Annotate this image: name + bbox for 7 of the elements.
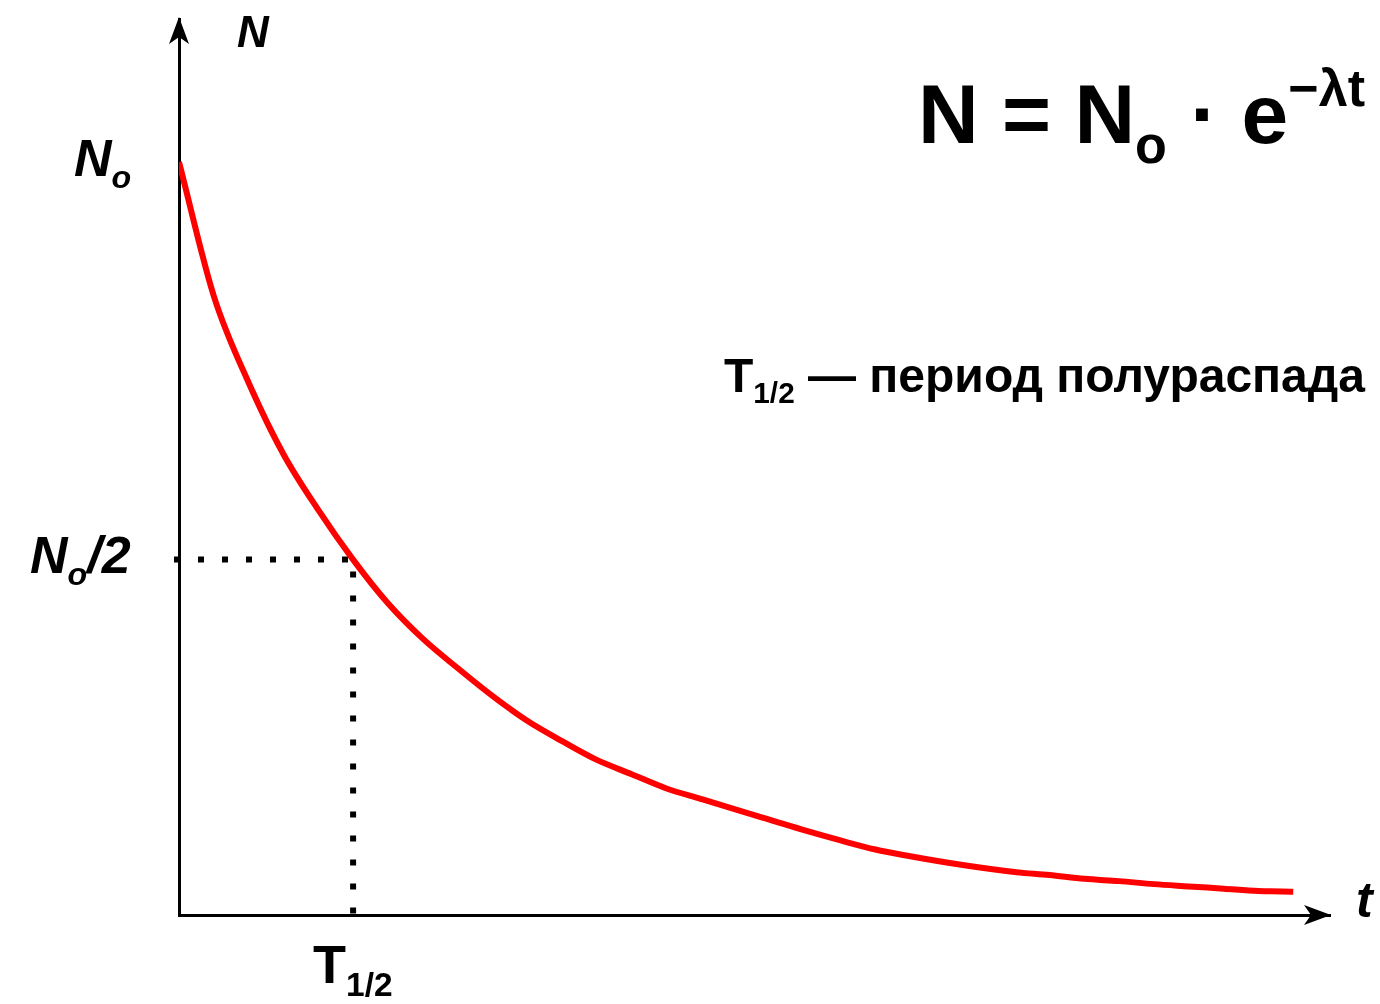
text: N$_{o}$: [74, 128, 132, 195]
text: T$_{1/2}$: [313, 934, 393, 1003]
x-axis-title: t: [1356, 872, 1373, 928]
annotation: N = N$_{o}$ · e$^{−λt}$: [918, 59, 1365, 175]
ref-line-label: N$_{o}$/2: [30, 526, 131, 593]
annotation: T$_{1/2}$ — период полураспада: [724, 349, 1365, 410]
y-axis-title: N: [237, 7, 269, 56]
